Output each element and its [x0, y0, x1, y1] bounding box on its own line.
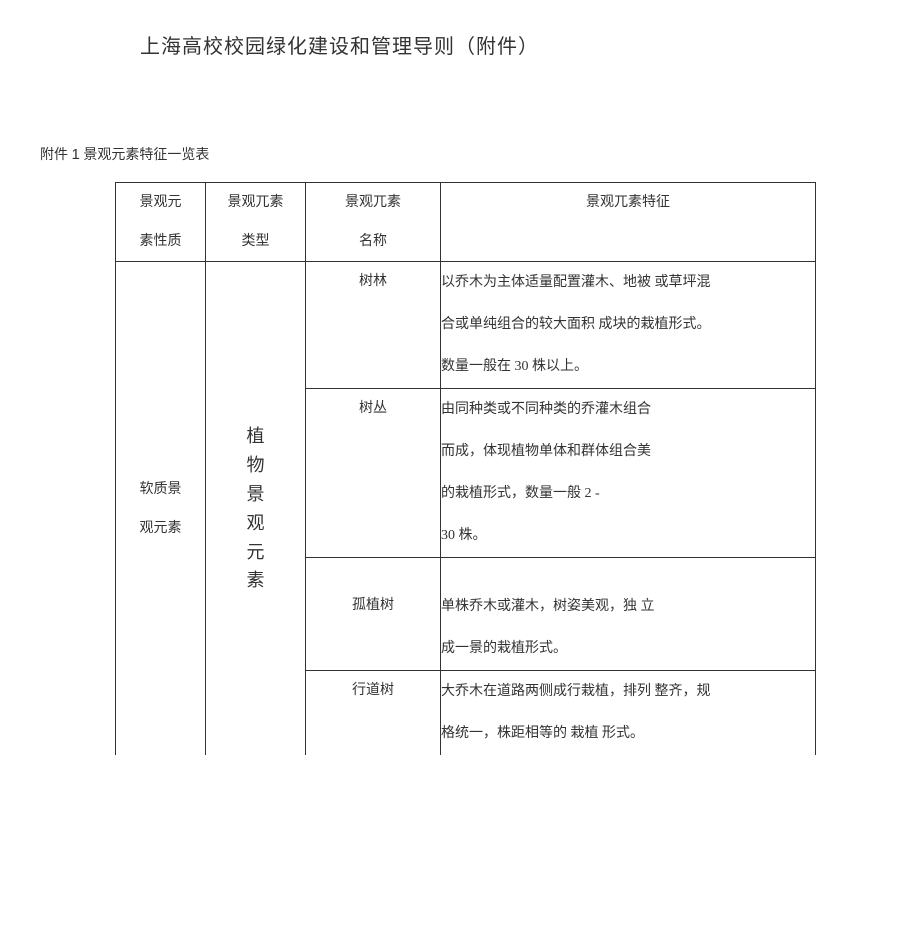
header-col-nature: 景观元 素性质 [116, 183, 206, 262]
cell-element-name: 树林 [306, 262, 441, 389]
header-col-nature-l2: 素性质 [116, 222, 205, 261]
desc-line: 单株乔木或灌木，树姿美观，独 立 [441, 586, 815, 628]
header-col-name-l1: 景观兀素 [306, 183, 440, 222]
table-header-row: 景观元 素性质 景观兀素 类型 景观兀素 名称 景观兀素特征 [116, 183, 816, 262]
header-col-feature-text: 景观兀素特征 [586, 195, 670, 210]
desc-line: 成一景的栽植形式。 [441, 628, 815, 670]
header-col-type-l1: 景观兀素 [206, 183, 305, 222]
cell-element-desc: 由同种类或不同种类的乔灌木组合 而成，体现植物单体和群体组合美 的栽植形式，数量… [441, 389, 816, 558]
document-title: 上海高校校园绿化建设和管理导则（附件） [0, 30, 920, 59]
desc-line: 而成，体现植物单体和群体组合美 [441, 431, 815, 473]
desc-line: 的栽植形式，数量一般 2 - [441, 473, 815, 515]
header-col-name-l2: 名称 [306, 222, 440, 261]
cell-element-desc: 以乔木为主体适量配置灌木、地被 或草坪混 合或单纯组合的较大面积 成块的栽植形式… [441, 262, 816, 389]
table-row: 软质景 观元素 植物景观元素 树林 以乔木为主体适量配置灌木、地被 或草坪混 合… [116, 262, 816, 389]
header-col-nature-l1: 景观元 [116, 183, 205, 222]
page: 上海高校校园绿化建设和管理导则（附件） 附件 1 景观元素特征一览表 景观元 素… [0, 0, 920, 755]
cell-element-name: 树丛 [306, 389, 441, 558]
header-col-type-l2: 类型 [206, 222, 305, 261]
cell-element-name: 孤植树 [306, 558, 441, 671]
header-col-type: 景观兀素 类型 [206, 183, 306, 262]
desc-line: 以乔木为主体适量配置灌木、地被 或草坪混 [441, 262, 815, 304]
attachment-subtitle: 附件 1 景观元素特征一览表 [0, 144, 920, 164]
cell-element-desc: 单株乔木或灌木，树姿美观，独 立 成一景的栽植形式。 [441, 558, 816, 671]
cell-element-desc: 大乔木在道路两侧成行栽植，排列 整齐，规 格统一，株距相等的 栽植 形式。 [441, 671, 816, 756]
desc-line: 数量一般在 30 株以上。 [441, 346, 815, 388]
cell-type-vertical: 植物景观元素 [247, 422, 265, 595]
desc-line: 由同种类或不同种类的乔灌木组合 [441, 389, 815, 431]
desc-line: 格统一，株距相等的 栽植 形式。 [441, 713, 815, 755]
desc-line: 大乔木在道路两侧成行栽植，排列 整齐，规 [441, 671, 815, 713]
subtitle-number: 1 [72, 146, 80, 163]
header-col-feature: 景观兀素特征 [441, 183, 816, 262]
cell-element-name: 行道树 [306, 671, 441, 756]
cell-type: 植物景观元素 [206, 262, 306, 756]
subtitle-rest: 景观元素特征一览表 [80, 148, 210, 163]
subtitle-prefix: 附件 [40, 148, 72, 163]
desc-line: 合或单纯组合的较大面积 成块的栽植形式。 [441, 304, 815, 346]
header-col-name: 景观兀素 名称 [306, 183, 441, 262]
desc-line: 30 株。 [441, 515, 815, 557]
landscape-elements-table: 景观元 素性质 景观兀素 类型 景观兀素 名称 景观兀素特征 软质景 观元素 植… [115, 182, 816, 755]
cell-nature-l1: 软质景 [116, 470, 205, 509]
cell-nature-l2: 观元素 [116, 509, 205, 548]
cell-nature: 软质景 观元素 [116, 262, 206, 756]
